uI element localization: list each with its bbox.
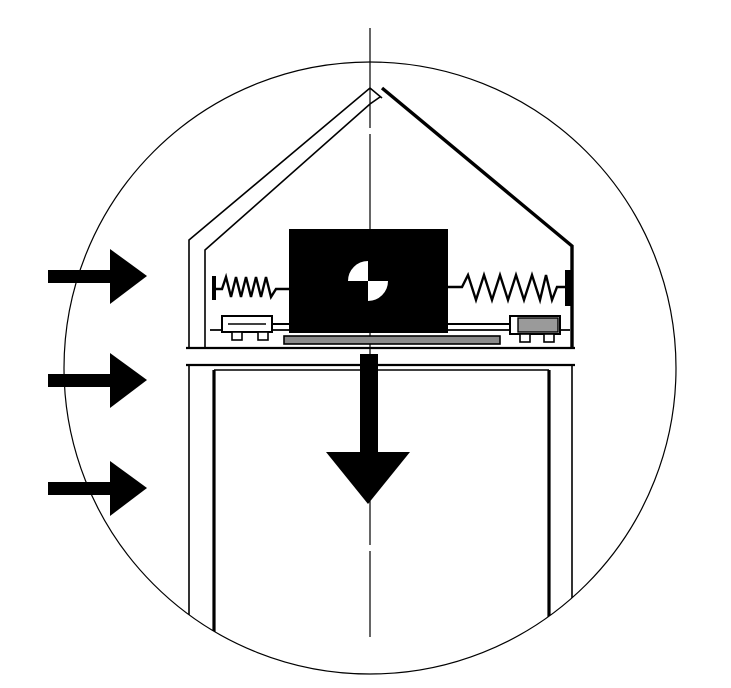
roof-outline xyxy=(186,86,575,350)
wind-arrow-icon xyxy=(48,353,147,408)
center-of-mass-icon xyxy=(346,259,390,303)
wind-arrow-icon xyxy=(48,461,147,516)
right-damper xyxy=(448,315,561,343)
building-shaft xyxy=(186,363,575,674)
wind-arrow-icon xyxy=(48,249,147,304)
right-wall-bracket xyxy=(565,270,571,306)
right-spring xyxy=(448,271,565,305)
gravity-arrow-icon xyxy=(326,354,410,504)
left-wall-bracket xyxy=(212,276,216,300)
left-spring xyxy=(216,272,290,301)
sliding-plate xyxy=(283,335,501,345)
roof-inner-line xyxy=(204,96,381,348)
roof-right-line xyxy=(380,86,574,348)
left-damper xyxy=(221,315,289,341)
roof-outer-line xyxy=(188,86,383,348)
